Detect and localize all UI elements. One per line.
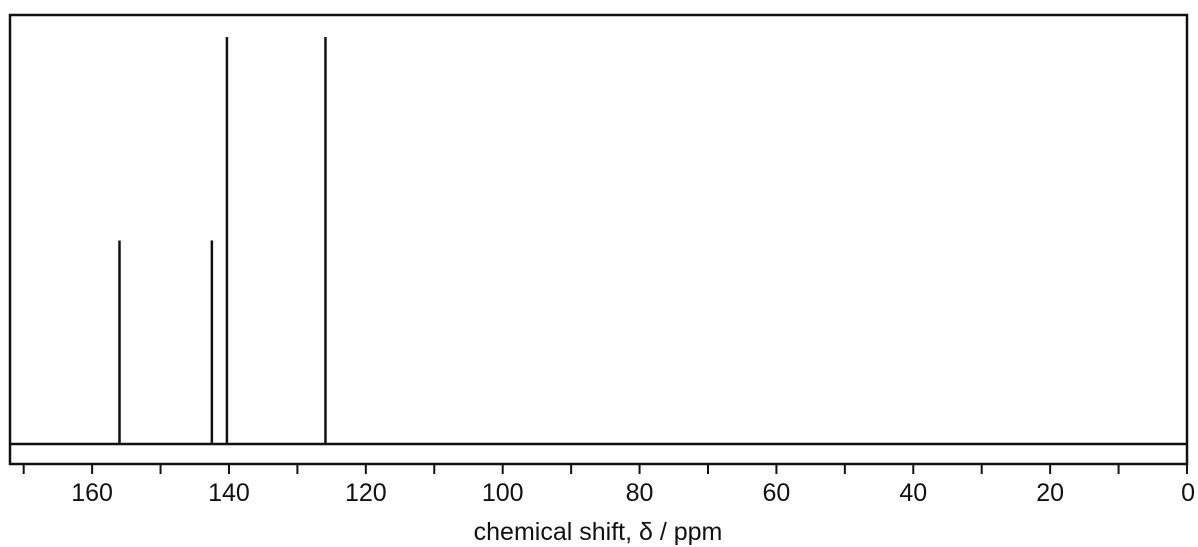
tick-label-20: 20 xyxy=(1036,479,1064,507)
peaks-group xyxy=(118,37,327,444)
x-axis-ticks xyxy=(22,464,1188,474)
tick-label-0: 0 xyxy=(1181,479,1195,507)
tick-label-120: 120 xyxy=(345,479,387,507)
tick-label-60: 60 xyxy=(763,479,791,507)
x-axis-tick-labels: 160 140 120 100 80 60 40 20 0 xyxy=(71,479,1195,507)
plot-frame xyxy=(8,13,1189,466)
tick-label-140: 140 xyxy=(208,479,250,507)
tick-label-160: 160 xyxy=(71,479,113,507)
tick-label-100: 100 xyxy=(482,479,524,507)
tick-label-40: 40 xyxy=(899,479,927,507)
x-axis-label: chemical shift, δ / ppm xyxy=(474,518,723,546)
tick-label-80: 80 xyxy=(626,479,654,507)
